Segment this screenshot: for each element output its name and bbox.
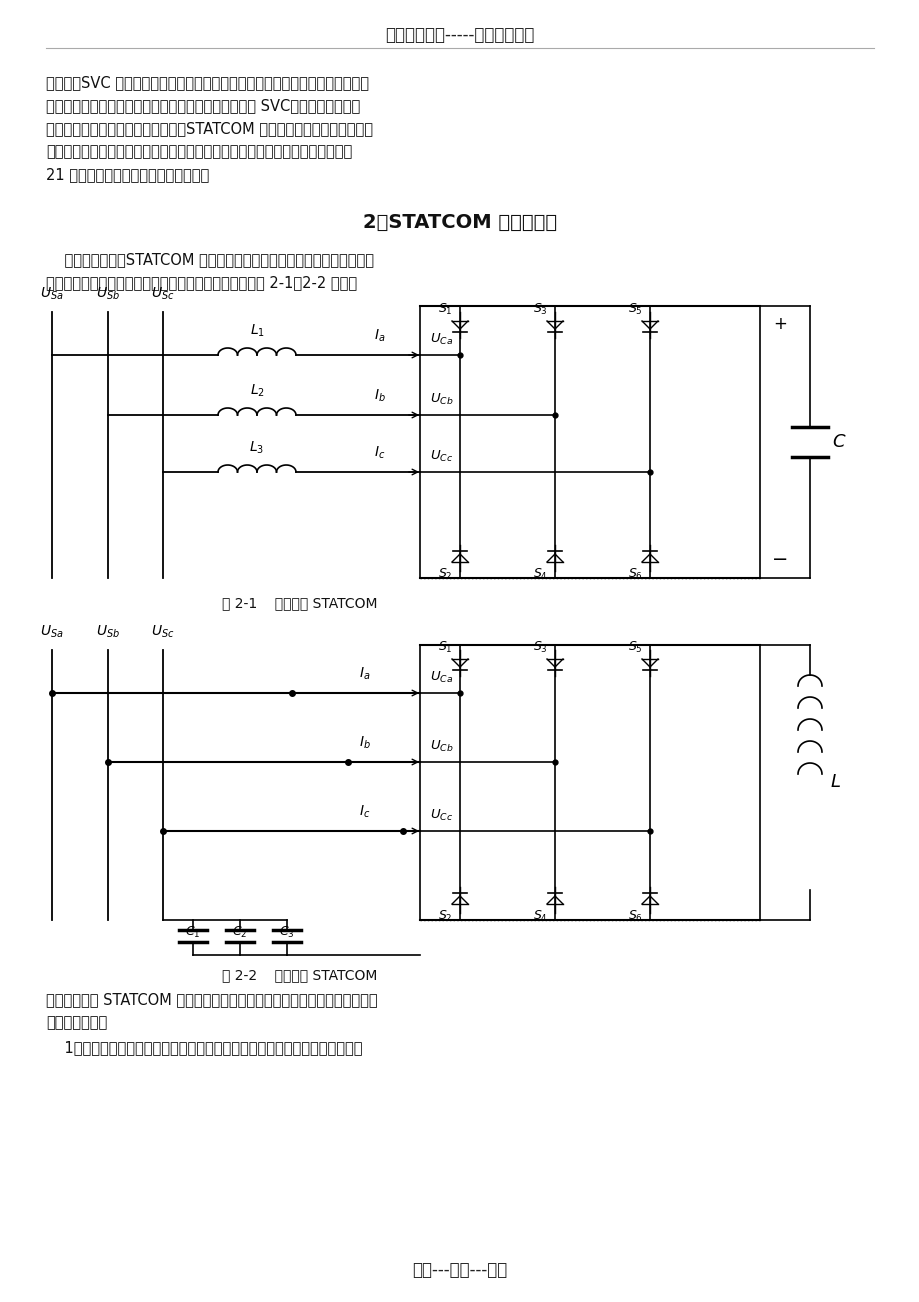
Text: $C_2$: $C_2$ <box>233 924 247 940</box>
Text: 虽然目前电力系统中应用最为广泛的无功补偿设备还是 SVC，但是电力电子技: 虽然目前电力系统中应用最为广泛的无功补偿设备还是 SVC，但是电力电子技 <box>46 98 360 113</box>
Text: $S_4$: $S_4$ <box>532 566 548 582</box>
Text: $U_{Cb}$: $U_{Cb}$ <box>429 392 453 408</box>
Text: $I_c$: $I_c$ <box>374 444 385 461</box>
Text: $I_b$: $I_b$ <box>358 734 370 751</box>
Text: $S_2$: $S_2$ <box>437 909 452 923</box>
Text: $I_a$: $I_a$ <box>359 665 370 682</box>
Text: $I_b$: $I_b$ <box>374 388 385 404</box>
Text: $C_1$: $C_1$ <box>185 924 200 940</box>
Text: $U_{Sb}$: $U_{Sb}$ <box>96 285 119 302</box>
Text: −: − <box>771 551 788 569</box>
Text: $U_{Ca}$: $U_{Ca}$ <box>429 332 453 348</box>
Text: $U_{Sc}$: $U_{Sc}$ <box>151 285 175 302</box>
Text: $S_5$: $S_5$ <box>628 639 642 655</box>
Text: $S_1$: $S_1$ <box>437 302 452 316</box>
Text: 此，其基本拓扑结构分为电压源型和电流源型，分别如图 2-1、2-2 所示：: 此，其基本拓扑结构分为电压源型和电流源型，分别如图 2-1、2-2 所示： <box>46 275 357 290</box>
Text: $C_3$: $C_3$ <box>278 924 294 940</box>
Text: $U_{Sc}$: $U_{Sc}$ <box>151 624 175 641</box>
Text: $U_{Cb}$: $U_{Cb}$ <box>429 740 453 754</box>
Text: $L$: $L$ <box>829 773 840 792</box>
Text: $S_6$: $S_6$ <box>628 909 642 923</box>
Text: $S_2$: $S_2$ <box>437 566 452 582</box>
Text: $U_{Sb}$: $U_{Sb}$ <box>96 624 119 641</box>
Text: $S_3$: $S_3$ <box>532 639 547 655</box>
Text: $I_a$: $I_a$ <box>374 328 385 344</box>
Text: 专心---专注---专业: 专心---专注---专业 <box>412 1262 507 1279</box>
Text: $S_4$: $S_4$ <box>532 909 548 923</box>
Text: $I_c$: $I_c$ <box>359 803 370 820</box>
Text: 术以及电力系统研究专家普遍认为，STATCOM 所具有的以上优势使其成为传: 术以及电力系统研究专家普遍认为，STATCOM 所具有的以上优势使其成为传 <box>46 121 372 135</box>
Text: $U_{Ca}$: $U_{Ca}$ <box>429 671 453 685</box>
Text: $U_{Sa}$: $U_{Sa}$ <box>40 285 63 302</box>
Text: $C$: $C$ <box>831 434 845 450</box>
Text: $L_2$: $L_2$ <box>249 383 264 398</box>
Text: $U_{Sa}$: $U_{Sa}$ <box>40 624 63 641</box>
Text: $U_{Cc}$: $U_{Cc}$ <box>429 449 453 464</box>
Text: 统无功补偿设备的理想替代者，全面满足了电力系统对无功补偿的各项要求，使: 统无功补偿设备的理想替代者，全面满足了电力系统对无功补偿的各项要求，使 <box>46 145 352 159</box>
Text: $U_{Cc}$: $U_{Cc}$ <box>429 809 453 823</box>
Text: 实际上，目前 STATCOM 装置中研究最深入、应用最广泛是电压源型逆变器结: 实际上，目前 STATCOM 装置中研究最深入、应用最广泛是电压源型逆变器结 <box>46 992 377 1006</box>
Text: $S_3$: $S_3$ <box>532 302 547 316</box>
Text: $L_3$: $L_3$ <box>249 440 265 456</box>
Text: 精选优质文档-----倾情为你奉上: 精选优质文档-----倾情为你奉上 <box>385 26 534 44</box>
Text: 构，原因如下：: 构，原因如下： <box>46 1016 108 1030</box>
Text: 生谐振；SVC 装置是电抗或电容型的，接入电力系统容易与系统阻抗产生谐振。: 生谐振；SVC 装置是电抗或电容型的，接入电力系统容易与系统阻抗产生谐振。 <box>46 76 369 90</box>
Text: $S_6$: $S_6$ <box>628 566 642 582</box>
Text: 1、电流源型逆变器的工作原理，需要采用具有对称特性的大功率开关器件，: 1、电流源型逆变器的工作原理，需要采用具有对称特性的大功率开关器件， <box>46 1040 362 1055</box>
Text: 图 2-1    电压源型 STATCOM: 图 2-1 电压源型 STATCOM <box>222 596 378 611</box>
Text: 2、STATCOM 的工作原理: 2、STATCOM 的工作原理 <box>362 214 557 232</box>
Text: +: + <box>772 315 786 333</box>
Text: $L_1$: $L_1$ <box>249 323 264 339</box>
Text: 图 2-2    电流源型 STATCOM: 图 2-2 电流源型 STATCOM <box>222 967 378 982</box>
Text: 从理论上分析，STATCOM 的直流侧可以采用电容或者电感两种形式。因: 从理论上分析，STATCOM 的直流侧可以采用电容或者电感两种形式。因 <box>46 253 374 267</box>
Text: $S_5$: $S_5$ <box>628 302 642 316</box>
Text: $S_1$: $S_1$ <box>437 639 452 655</box>
Text: 21 世纪的电力系统运行品质更为卓越。: 21 世纪的电力系统运行品质更为卓越。 <box>46 167 209 182</box>
